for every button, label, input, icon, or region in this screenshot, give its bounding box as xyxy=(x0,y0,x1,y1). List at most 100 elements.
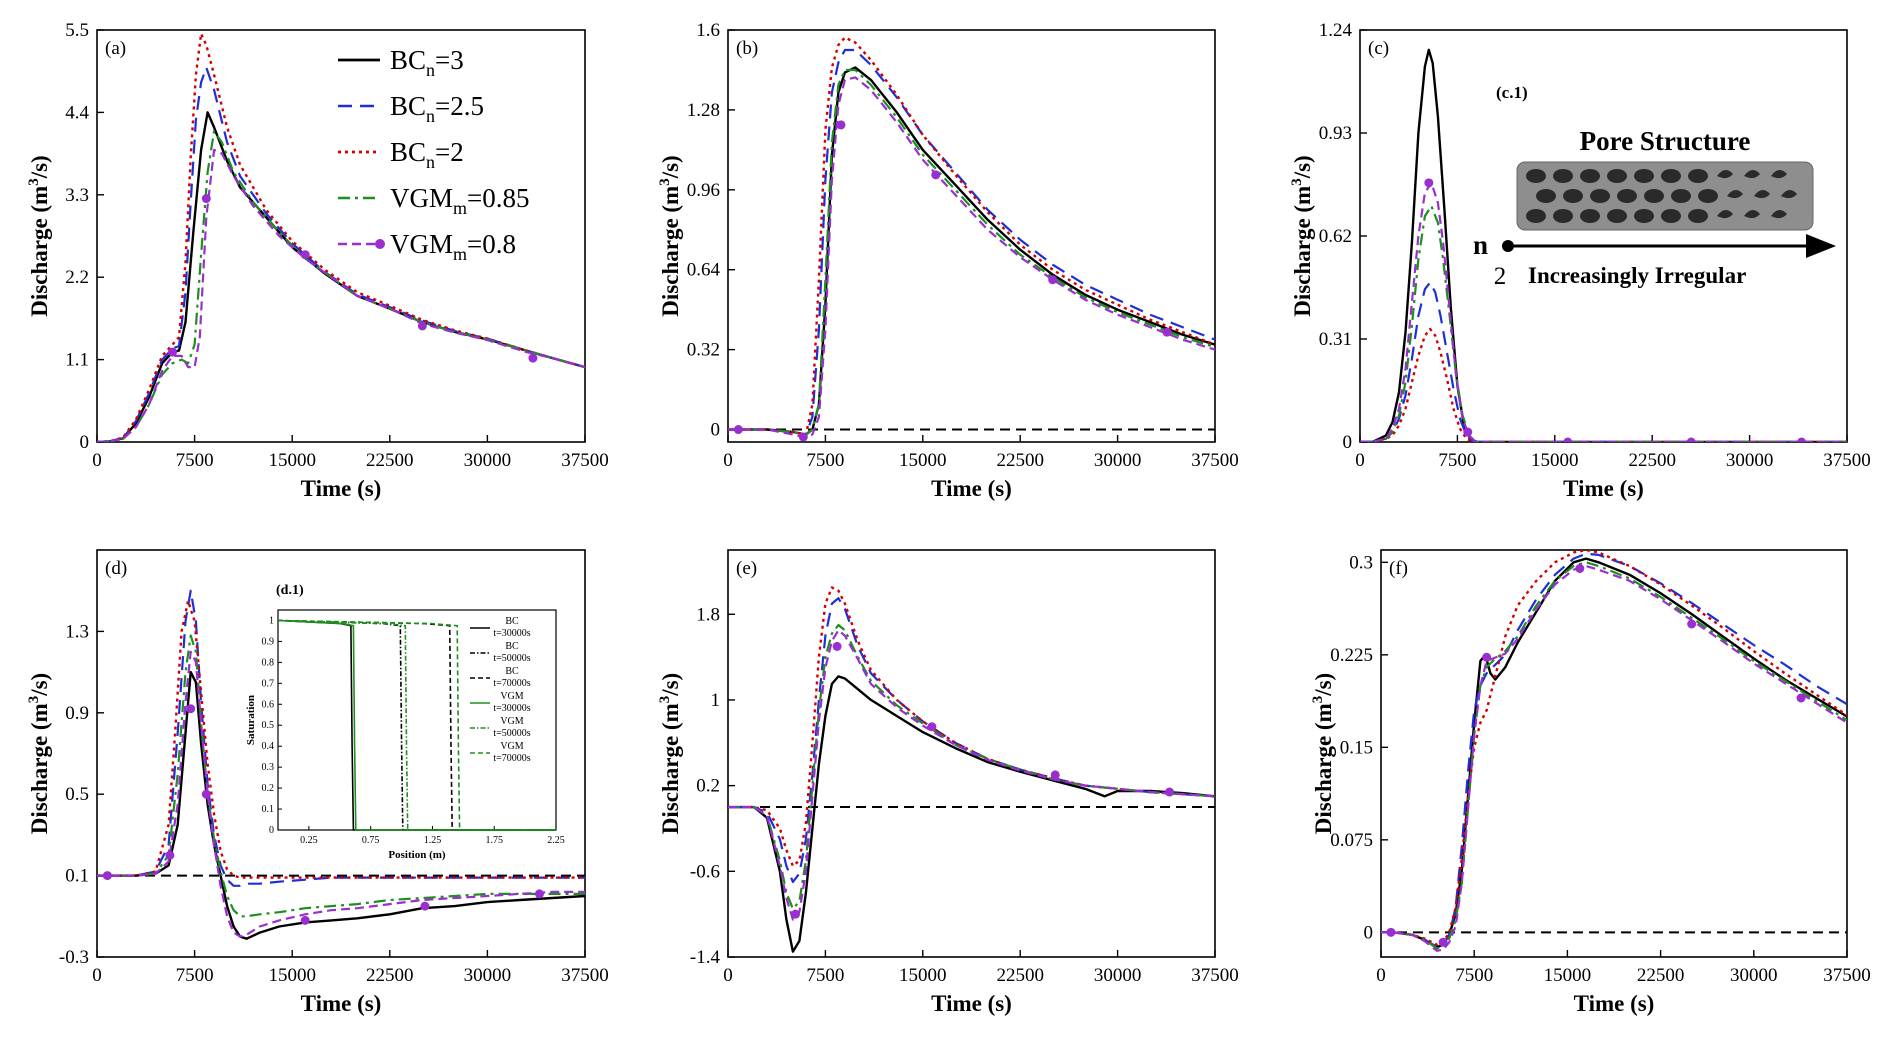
data-marker xyxy=(417,321,427,331)
pore xyxy=(1563,189,1583,203)
data-marker xyxy=(186,704,196,714)
y-tick-label: 0 xyxy=(711,420,721,441)
series-line-VGM-m-0-85 xyxy=(1381,561,1847,950)
inset-d1: (d.1) 0.25 0.75 1.25 1.75 2.25 0 0.1 0.2 0.3 0.4 0.… xyxy=(245,583,565,861)
pore xyxy=(1526,209,1546,223)
y-axis-label: Discharge (m3/s) xyxy=(26,155,52,316)
inset-y-axis-label: Saturation xyxy=(245,695,257,745)
panel-label: (b) xyxy=(736,38,758,59)
data-marker xyxy=(201,789,211,799)
pore xyxy=(1688,169,1708,183)
inset-y-tick-label: 0.7 xyxy=(262,678,275,689)
legend-entry: VGMm=0.85 xyxy=(390,183,530,218)
inset-legend-name: BC xyxy=(505,641,519,652)
chart-panel-4: 0 7500 15000 22500 30000 37500 -0.3 0.1 0.5 0.9 1.… xyxy=(26,549,609,1016)
series-line-VGM-m-0-8 xyxy=(1360,181,1847,442)
series-line-BC-n-2-5 xyxy=(728,597,1215,884)
inset-c1-label: (c.1) xyxy=(1496,83,1528,102)
pore xyxy=(1526,169,1546,183)
data-marker xyxy=(836,120,846,130)
data-marker xyxy=(1797,437,1807,442)
x-tick-label: 0 xyxy=(723,965,733,986)
series-group xyxy=(728,36,1215,442)
y-tick-label: 3.3 xyxy=(65,185,89,206)
panel-label: (f) xyxy=(1389,558,1408,579)
x-tick-label: 22500 xyxy=(1628,450,1676,471)
y-tick-label: 0.96 xyxy=(687,180,720,201)
x-tick-label: 15000 xyxy=(1531,450,1579,471)
x-axis-label: Time (s) xyxy=(1563,476,1644,501)
n-label: n xyxy=(1473,230,1488,260)
data-marker xyxy=(1463,427,1473,437)
inset-series-line xyxy=(277,619,556,831)
x-axis-label: Time (s) xyxy=(931,991,1012,1016)
data-marker xyxy=(1048,275,1058,285)
series-line-BC-n-3 xyxy=(97,670,585,940)
inset-legend-name: VGM xyxy=(500,741,523,752)
data-marker xyxy=(1165,787,1175,797)
series-line-VGM-m-0-85 xyxy=(728,68,1215,436)
data-marker xyxy=(1424,178,1434,188)
x-tick-label: 37500 xyxy=(1191,450,1239,471)
pore xyxy=(1634,209,1654,223)
series-line-BC-n-2 xyxy=(1360,327,1847,442)
inset-x-tick-label: 2.25 xyxy=(547,835,565,846)
legend-entry: VGMm=0.8 xyxy=(390,229,516,264)
series-line-BC-n-2 xyxy=(97,32,585,442)
x-tick-label: 7500 xyxy=(806,450,844,471)
x-tick-label: 30000 xyxy=(1094,965,1142,986)
series-line-VGM-m-0-85 xyxy=(97,130,585,442)
inset-legend-time: t=30000s xyxy=(493,628,530,639)
y-tick-label: -0.3 xyxy=(59,947,89,968)
y-tick-label: 1.24 xyxy=(1319,20,1353,41)
y-tick-label: 0.64 xyxy=(687,260,721,281)
inset-y-tick-label: 0.9 xyxy=(262,636,275,647)
x-axis-label: Time (s) xyxy=(301,991,382,1016)
y-tick-label: 0.31 xyxy=(1319,329,1352,350)
y-tick-label: 2.2 xyxy=(65,267,89,288)
x-tick-label: 22500 xyxy=(1637,965,1685,986)
data-marker xyxy=(733,425,743,435)
x-tick-label: 37500 xyxy=(561,965,609,986)
inset-x-axis-label: Position (m) xyxy=(388,849,445,861)
data-marker xyxy=(167,347,177,357)
chart-panel-3: 0 7500 15000 22500 30000 37500 0 0.31 0.62 0.93 1.… xyxy=(1289,20,1871,501)
y-axis-label: Discharge (m3/s) xyxy=(657,155,683,316)
x-tick-label: 0 xyxy=(1355,450,1365,471)
y-tick-label: 0.225 xyxy=(1330,645,1373,666)
series-group xyxy=(1381,550,1847,952)
series-line-BC-n-3 xyxy=(1381,557,1847,949)
inset-c1: (c.1) Pore Structure n2 Increasingly Irregu… xyxy=(1473,83,1836,290)
plot-frame xyxy=(96,29,586,443)
x-tick-label: 15000 xyxy=(899,450,947,471)
y-axis-label: Discharge (m3/s) xyxy=(657,673,683,834)
inset-x-tick-label: 1.75 xyxy=(485,835,503,846)
y-tick-label: 0 xyxy=(80,432,90,453)
chart-panel-1: 0 7500 15000 22500 30000 37500 0 1.1 2.2 3.3 4.4 5.… xyxy=(26,20,609,501)
series-group xyxy=(1360,48,1847,442)
data-marker xyxy=(1796,693,1806,703)
x-tick-label: 37500 xyxy=(1191,965,1239,986)
inset-y-tick-label: 0.8 xyxy=(262,657,275,668)
plot-frame xyxy=(1359,29,1848,443)
data-marker xyxy=(1686,437,1696,442)
pore xyxy=(1698,189,1718,203)
series-line-BC-n-3 xyxy=(728,675,1215,953)
y-tick-label: 0.2 xyxy=(696,776,720,797)
series-group xyxy=(97,589,585,940)
x-tick-label: 7500 xyxy=(176,450,214,471)
chart-panel-6: 0 7500 15000 22500 30000 37500 0 0.075 0.15 0.225… xyxy=(1310,549,1871,1016)
inset-y-tick-label: 0.5 xyxy=(262,720,275,731)
inset-c1-title: Pore Structure xyxy=(1580,126,1751,156)
y-tick-label: 4.4 xyxy=(65,102,89,123)
inset-legend-time: t=50000s xyxy=(493,728,530,739)
irregular-pore xyxy=(1771,169,1787,179)
y-tick-label: -0.6 xyxy=(690,861,720,882)
y-tick-label: -1.4 xyxy=(690,947,721,968)
x-axis-label: Time (s) xyxy=(1574,991,1655,1016)
irregular-pore xyxy=(1744,169,1760,179)
irregular-pore xyxy=(1717,209,1733,219)
inset-legend-name: BC xyxy=(505,666,519,677)
x-tick-label: 7500 xyxy=(1455,965,1493,986)
data-marker xyxy=(1386,927,1396,937)
